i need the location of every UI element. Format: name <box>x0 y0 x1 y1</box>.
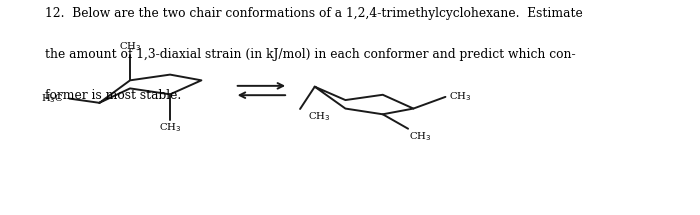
Text: the amount of 1,3-diaxial strain (in kJ/mol) in each conformer and predict which: the amount of 1,3-diaxial strain (in kJ/… <box>45 48 575 61</box>
Text: CH$_3$: CH$_3$ <box>449 91 472 103</box>
Text: H$_3$C: H$_3$C <box>41 92 64 105</box>
Text: CH$_3$: CH$_3$ <box>119 40 141 53</box>
Text: 12.  Below are the two chair conformations of a 1,2,4-trimethylcyclohexane.  Est: 12. Below are the two chair conformation… <box>45 7 582 20</box>
Text: former is most stable.: former is most stable. <box>45 89 181 103</box>
Text: CH$_3$: CH$_3$ <box>410 131 432 143</box>
Text: CH$_3$: CH$_3$ <box>159 121 181 134</box>
Text: CH$_3$: CH$_3$ <box>308 111 330 123</box>
